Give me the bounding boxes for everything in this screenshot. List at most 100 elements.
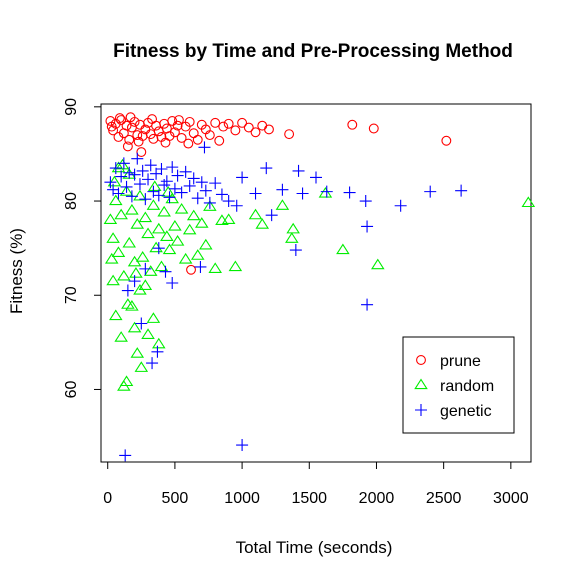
x-tick-label: 0 <box>103 490 112 507</box>
genetic-point <box>131 152 144 165</box>
random-point <box>178 252 193 264</box>
genetic-point <box>146 357 159 370</box>
genetic-point <box>120 180 133 193</box>
x-axis-label: Total Time (seconds) <box>236 538 393 557</box>
random-point <box>127 321 142 333</box>
random-point <box>141 227 155 239</box>
genetic-point <box>109 162 122 175</box>
genetic-point <box>209 177 222 190</box>
prune-point <box>368 123 379 134</box>
random-point <box>117 269 131 281</box>
genetic-point <box>142 173 155 186</box>
prune-point <box>122 141 133 152</box>
random-point <box>318 186 333 198</box>
x-tick-label: 1000 <box>224 490 260 507</box>
y-axis-label: Fitness (%) <box>7 228 26 314</box>
prune-point <box>151 120 162 131</box>
genetic-point <box>361 298 374 311</box>
random-point <box>170 235 185 246</box>
random-point <box>199 238 213 250</box>
genetic-point <box>139 193 152 206</box>
genetic-point <box>128 275 141 288</box>
legend: prune random genetic <box>402 336 515 434</box>
prune-point <box>169 127 180 138</box>
random-point <box>168 219 182 231</box>
genetic-point <box>159 265 172 278</box>
random-point <box>133 284 147 295</box>
prune-point <box>114 113 125 124</box>
prune-point <box>218 121 229 132</box>
random-point <box>141 328 155 339</box>
random-point <box>147 180 162 192</box>
genetic-point <box>152 189 165 202</box>
legend-box <box>402 336 515 434</box>
genetic-point <box>187 172 200 185</box>
genetic-point <box>160 175 173 188</box>
random-point <box>521 196 536 208</box>
random-point <box>106 232 120 243</box>
prune-point <box>183 138 194 149</box>
genetic-point <box>310 171 322 184</box>
random-point <box>228 260 243 272</box>
legend-label-prune: prune <box>440 353 481 370</box>
genetic-point <box>191 192 204 205</box>
genetic-point <box>183 179 196 192</box>
random-point <box>162 243 177 255</box>
random-point <box>255 218 270 229</box>
x-tick-label: 1500 <box>291 490 327 507</box>
genetic-point <box>121 284 134 297</box>
legend-label-genetic: genetic <box>440 403 492 420</box>
genetic-point <box>166 277 179 289</box>
genetic-point <box>359 195 372 208</box>
genetic-point <box>361 220 374 233</box>
prune-point <box>132 130 143 141</box>
random-point <box>130 218 145 229</box>
random-point <box>152 222 166 234</box>
prune-point <box>188 128 199 139</box>
random-point <box>114 208 128 220</box>
random-point <box>125 203 139 215</box>
genetic-point <box>171 169 184 182</box>
random-point <box>208 262 222 273</box>
genetic-point <box>230 199 243 212</box>
prune-point <box>264 124 274 135</box>
prune-point <box>116 115 127 125</box>
random-point <box>152 337 166 349</box>
prune-point <box>113 132 124 142</box>
genetic-point <box>292 164 305 177</box>
genetic-point <box>139 262 152 275</box>
genetic-point <box>215 188 228 201</box>
y-tick-label: 70 <box>63 286 80 304</box>
y-tick-label: 90 <box>63 98 80 116</box>
prune-point <box>347 119 358 130</box>
genetic-point <box>133 178 146 191</box>
genetic-point <box>179 165 192 178</box>
genetic-point <box>276 183 289 196</box>
random-point <box>111 246 126 257</box>
random-point <box>286 222 300 234</box>
prune-point <box>223 118 234 129</box>
genetic-point <box>125 190 138 203</box>
prune-point <box>230 125 241 136</box>
prune-point <box>126 122 137 133</box>
x-tick-label: 500 <box>162 490 189 507</box>
random-point <box>109 194 123 206</box>
random-point <box>130 347 145 358</box>
random-point <box>149 241 163 253</box>
prune-point <box>210 117 221 128</box>
genetic-point <box>343 186 356 199</box>
random-point <box>160 230 174 241</box>
genetic-point <box>168 182 181 195</box>
genetic-point <box>296 187 309 200</box>
prune-point <box>184 116 195 127</box>
random-point <box>186 209 201 221</box>
prune-point <box>124 134 135 145</box>
genetic-point <box>136 164 149 177</box>
genetic-point <box>163 191 176 204</box>
y-tick-label: 60 <box>63 380 80 398</box>
genetic-point <box>128 168 141 181</box>
legend-marker-prune <box>416 355 426 365</box>
genetic-point <box>249 187 262 200</box>
genetic-point <box>195 176 208 189</box>
